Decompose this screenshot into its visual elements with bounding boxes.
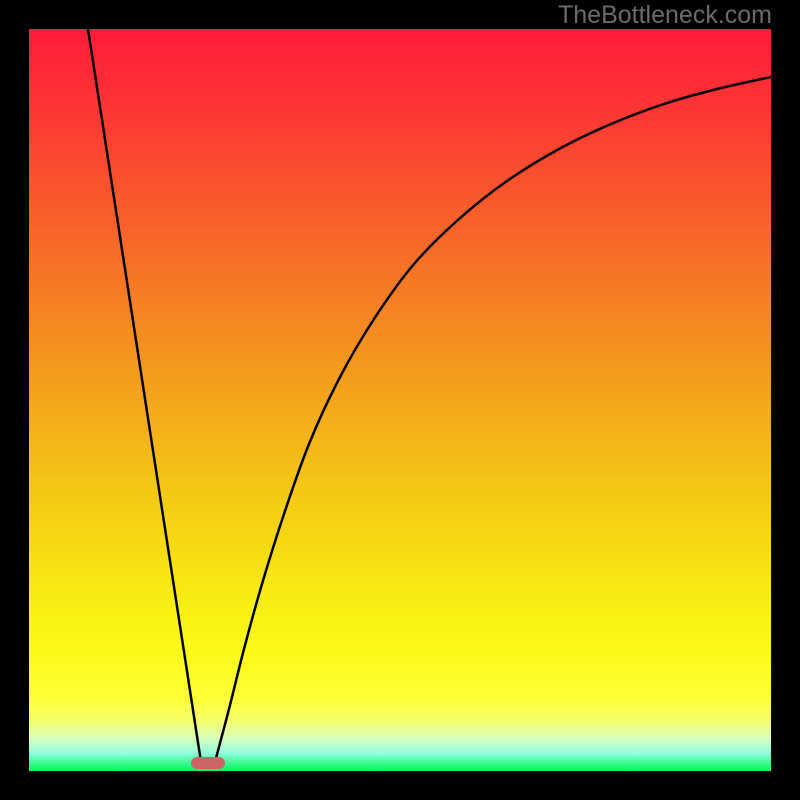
curve-left-segment (88, 29, 201, 762)
chart-container: TheBottleneck.com (0, 0, 800, 800)
plot-area (29, 29, 771, 771)
minimum-marker (191, 757, 225, 769)
curve-right-segment (215, 77, 771, 762)
curve-layer (29, 29, 771, 771)
watermark-text: TheBottleneck.com (558, 1, 772, 30)
